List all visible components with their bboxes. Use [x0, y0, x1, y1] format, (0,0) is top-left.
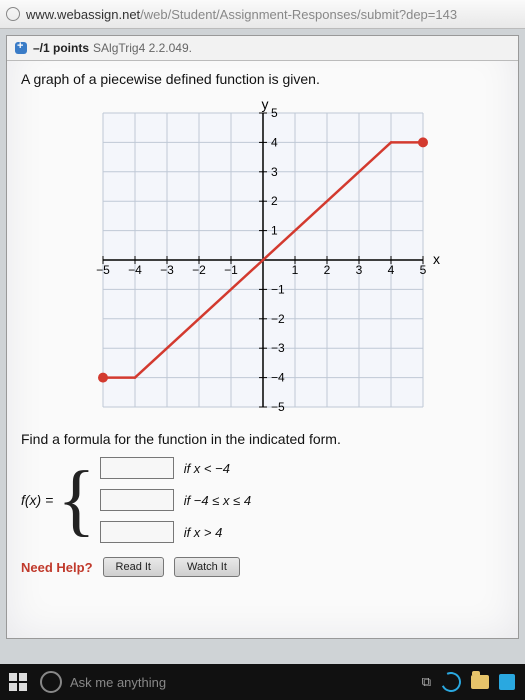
- watch-it-button[interactable]: Watch It: [174, 557, 240, 577]
- question-ref: SAlgTrig4 2.2.049.: [93, 41, 192, 55]
- svg-text:−2: −2: [271, 312, 285, 326]
- task-view-icon[interactable]: ⧉: [422, 674, 431, 690]
- cortana-icon[interactable]: [40, 671, 62, 693]
- answer-input-3[interactable]: [100, 521, 174, 543]
- function-lhs: f(x) =: [21, 492, 53, 508]
- store-icon[interactable]: [499, 674, 515, 690]
- svg-text:−4: −4: [128, 263, 142, 277]
- svg-text:3: 3: [271, 165, 278, 179]
- expand-icon[interactable]: [15, 42, 27, 54]
- svg-text:5: 5: [419, 263, 426, 277]
- question-card: –/1 points SAlgTrig4 2.2.049. A graph of…: [6, 35, 519, 639]
- svg-text:−5: −5: [271, 400, 285, 414]
- start-button[interactable]: [4, 668, 32, 696]
- windows-icon: [9, 673, 27, 691]
- piecewise-row: if x < −4: [100, 457, 251, 479]
- url-host: www.webassign.net: [26, 7, 140, 22]
- svg-text:3: 3: [355, 263, 362, 277]
- svg-text:−4: −4: [271, 371, 285, 385]
- need-help-label: Need Help?: [21, 560, 93, 575]
- page-stage: –/1 points SAlgTrig4 2.2.049. A graph of…: [0, 29, 525, 665]
- piecewise-form: f(x) = { if x < −4 if −4 ≤ x ≤ 4 if x > …: [21, 457, 504, 543]
- svg-text:−3: −3: [160, 263, 174, 277]
- condition-3: if x > 4: [184, 525, 223, 540]
- search-placeholder[interactable]: Ask me anything: [70, 675, 422, 690]
- windows-taskbar: Ask me anything ⧉: [0, 664, 525, 700]
- read-it-button[interactable]: Read It: [103, 557, 164, 577]
- brace-icon: {: [57, 465, 95, 535]
- svg-text:−5: −5: [96, 263, 110, 277]
- svg-text:2: 2: [271, 194, 278, 208]
- question-content: A graph of a piecewise defined function …: [7, 61, 518, 638]
- svg-text:4: 4: [271, 135, 278, 149]
- condition-1: if x < −4: [184, 461, 230, 476]
- question-prompt: A graph of a piecewise defined function …: [21, 71, 504, 87]
- svg-text:2: 2: [323, 263, 330, 277]
- edge-icon[interactable]: [438, 669, 464, 695]
- need-help-row: Need Help? Read It Watch It: [21, 557, 504, 577]
- svg-text:5: 5: [271, 106, 278, 120]
- url-path: /web/Student/Assignment-Responses/submit…: [140, 7, 457, 22]
- svg-text:−1: −1: [224, 263, 238, 277]
- browser-address-bar: www.webassign.net /web/Student/Assignmen…: [0, 0, 525, 29]
- system-tray: ⧉: [422, 672, 515, 692]
- points-text: –/1 points: [33, 41, 89, 55]
- svg-text:−2: −2: [192, 263, 206, 277]
- piecewise-graph: −5−4−3−2−112345−5−4−3−2−112345yx: [83, 95, 443, 425]
- answer-input-1[interactable]: [100, 457, 174, 479]
- svg-text:−1: −1: [271, 282, 285, 296]
- svg-text:1: 1: [271, 224, 278, 238]
- question-header: –/1 points SAlgTrig4 2.2.049.: [7, 36, 518, 61]
- file-explorer-icon[interactable]: [471, 675, 489, 689]
- svg-text:−3: −3: [271, 341, 285, 355]
- svg-text:1: 1: [291, 263, 298, 277]
- answer-input-2[interactable]: [100, 489, 174, 511]
- svg-text:y: y: [261, 96, 268, 112]
- piecewise-row: if −4 ≤ x ≤ 4: [100, 489, 251, 511]
- instruction-text: Find a formula for the function in the i…: [21, 431, 504, 447]
- svg-text:x: x: [433, 251, 440, 267]
- condition-2: if −4 ≤ x ≤ 4: [184, 493, 251, 508]
- svg-text:4: 4: [387, 263, 394, 277]
- site-info-icon: [6, 7, 20, 21]
- piecewise-row: if x > 4: [100, 521, 251, 543]
